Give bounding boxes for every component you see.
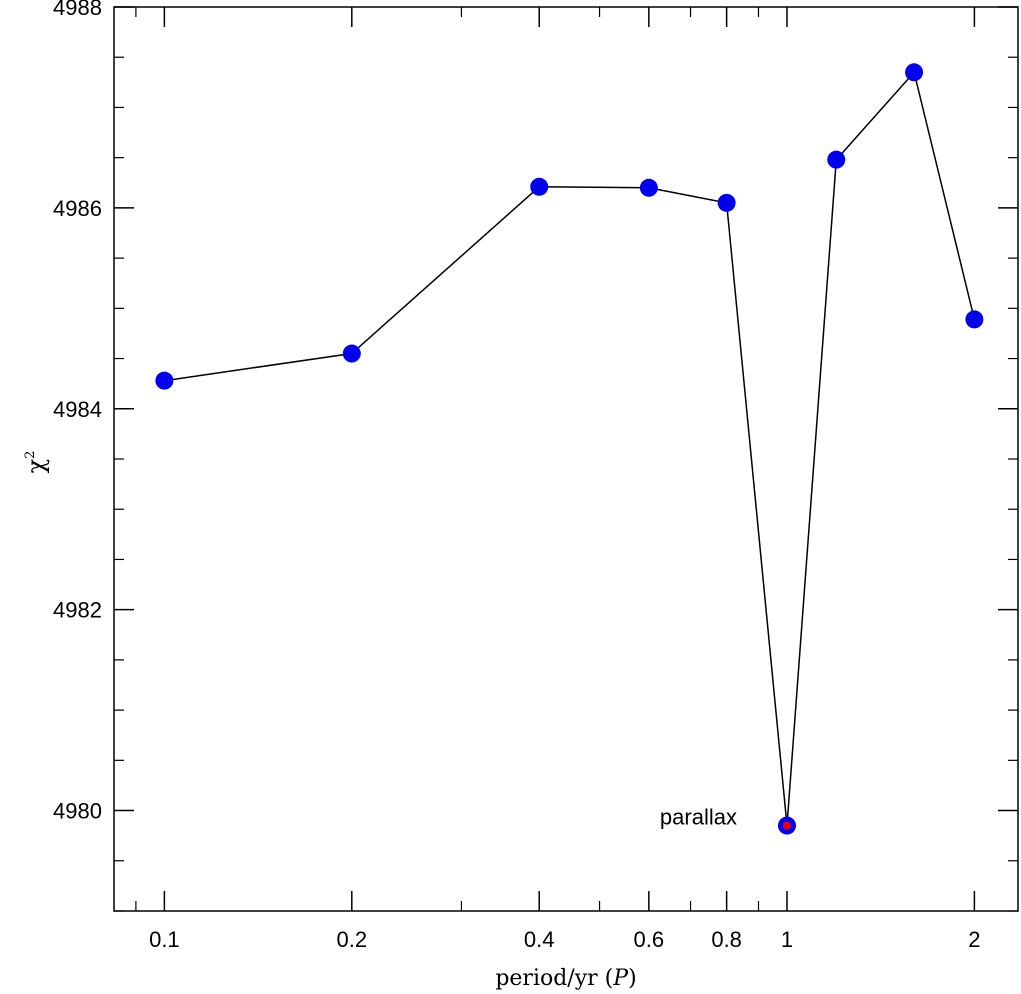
x-tick-label: 2 bbox=[968, 927, 980, 952]
axis-tick-labels: 4980 4982 4984 4986 4988 0.1 0.2 0.4 0.6 0.8 1 2 bbox=[53, 0, 980, 952]
axis-ticks bbox=[114, 6, 1018, 912]
x-tick-label: 0.6 bbox=[634, 927, 665, 952]
x-tick-label: 0.4 bbox=[524, 927, 555, 952]
x-tick-label: 1 bbox=[781, 927, 793, 952]
data-point bbox=[965, 310, 984, 329]
plot-frame bbox=[113, 6, 1019, 912]
data-point bbox=[905, 63, 924, 82]
x-tick-label: 0.2 bbox=[337, 927, 368, 952]
y-tick-label: 4986 bbox=[53, 196, 102, 221]
data-point bbox=[639, 178, 658, 197]
x-axis-label-close-paren: ) bbox=[628, 966, 637, 991]
x-axis-label-open-paren: ( bbox=[605, 966, 614, 991]
x-tick-label: 0.8 bbox=[711, 927, 742, 952]
data-point bbox=[717, 193, 736, 212]
data-point bbox=[530, 177, 549, 196]
data-point bbox=[342, 344, 361, 363]
annotation-parallax: parallax bbox=[660, 805, 737, 830]
data-points bbox=[155, 63, 984, 835]
x-axis-label-symbol: P bbox=[612, 966, 629, 991]
x-axis-label: period/yr (P) bbox=[495, 966, 636, 991]
data-point bbox=[155, 371, 174, 390]
series-line bbox=[164, 70, 976, 826]
y-tick-label: 4982 bbox=[53, 598, 102, 623]
x-axis-label-text: period/yr bbox=[495, 966, 598, 991]
data-point-highlight bbox=[782, 821, 791, 830]
y-tick-label: 4984 bbox=[53, 397, 102, 422]
y-tick-label: 4988 bbox=[53, 0, 102, 20]
data-point bbox=[827, 150, 846, 169]
x-tick-label: 0.1 bbox=[149, 927, 180, 952]
y-axis-label-chi: χ bbox=[22, 458, 50, 473]
y-axis-label: χ2 bbox=[22, 451, 50, 474]
y-tick-label: 4980 bbox=[53, 799, 102, 824]
y-axis-label-sup: 2 bbox=[23, 451, 38, 459]
